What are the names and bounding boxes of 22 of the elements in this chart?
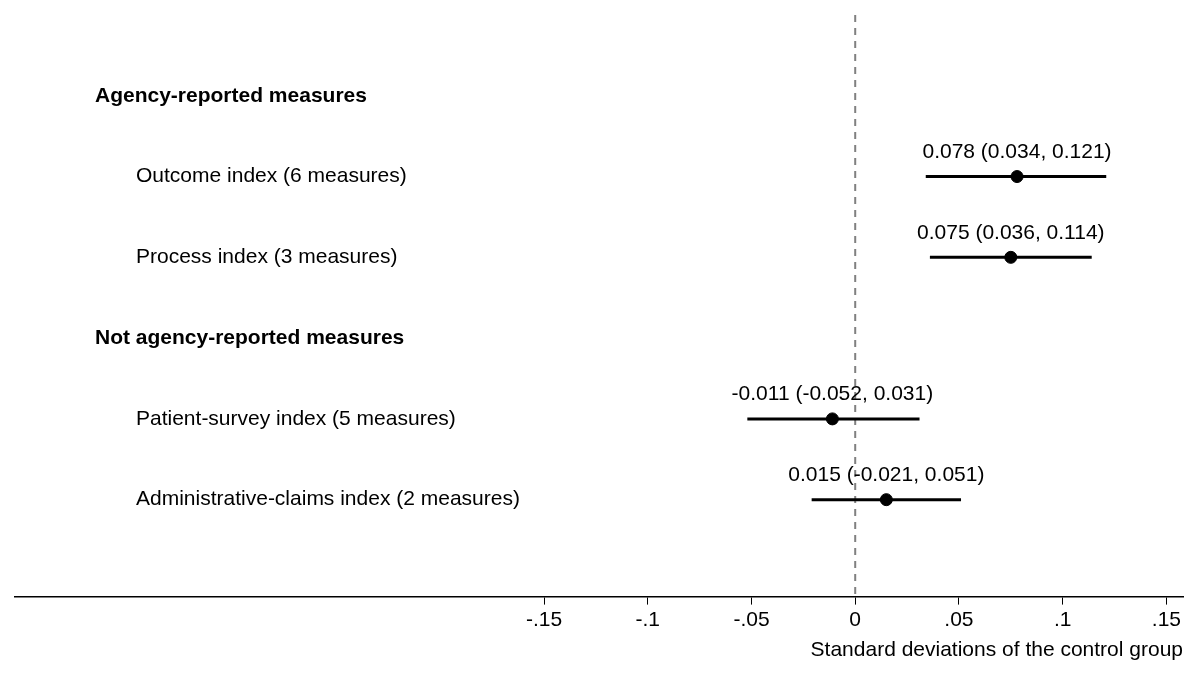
point (1004, 250, 1018, 264)
y-tick-label: Agency-reported measures (95, 82, 367, 106)
x-tick-label: .05 (944, 607, 974, 630)
x-tick-label: .1 (1053, 607, 1072, 630)
y-tick-label: Not agency-reported measures (95, 324, 405, 348)
y-tick-label: Administrative-claims index (2 measures) (136, 486, 520, 510)
y-tick-label: Patient-survey index (5 measures) (136, 405, 456, 429)
x-axis-title: Standard deviations of the control group (810, 637, 1183, 661)
x-tick-label: 0 (849, 607, 862, 630)
y-tick-label: Outcome index (6 measures) (136, 163, 407, 187)
point (825, 412, 839, 426)
x-tick-label: -.05 (733, 607, 770, 630)
y-tick-label: Process index (3 measures) (136, 244, 398, 268)
point (1010, 170, 1024, 184)
point (879, 493, 893, 507)
x-tick-label: .15 (1151, 607, 1181, 630)
x-tick-label: -.15 (525, 607, 563, 630)
x-tick-label: -.1 (635, 607, 661, 630)
data-label: 0.015 (-0.021, 0.051) (788, 461, 985, 485)
data-label: 0.075 (0.036, 0.114) (917, 219, 1105, 243)
data-label: -0.011 (-0.052, 0.031) (731, 381, 934, 405)
data-label: 0.078 (0.034, 0.121) (922, 138, 1112, 162)
